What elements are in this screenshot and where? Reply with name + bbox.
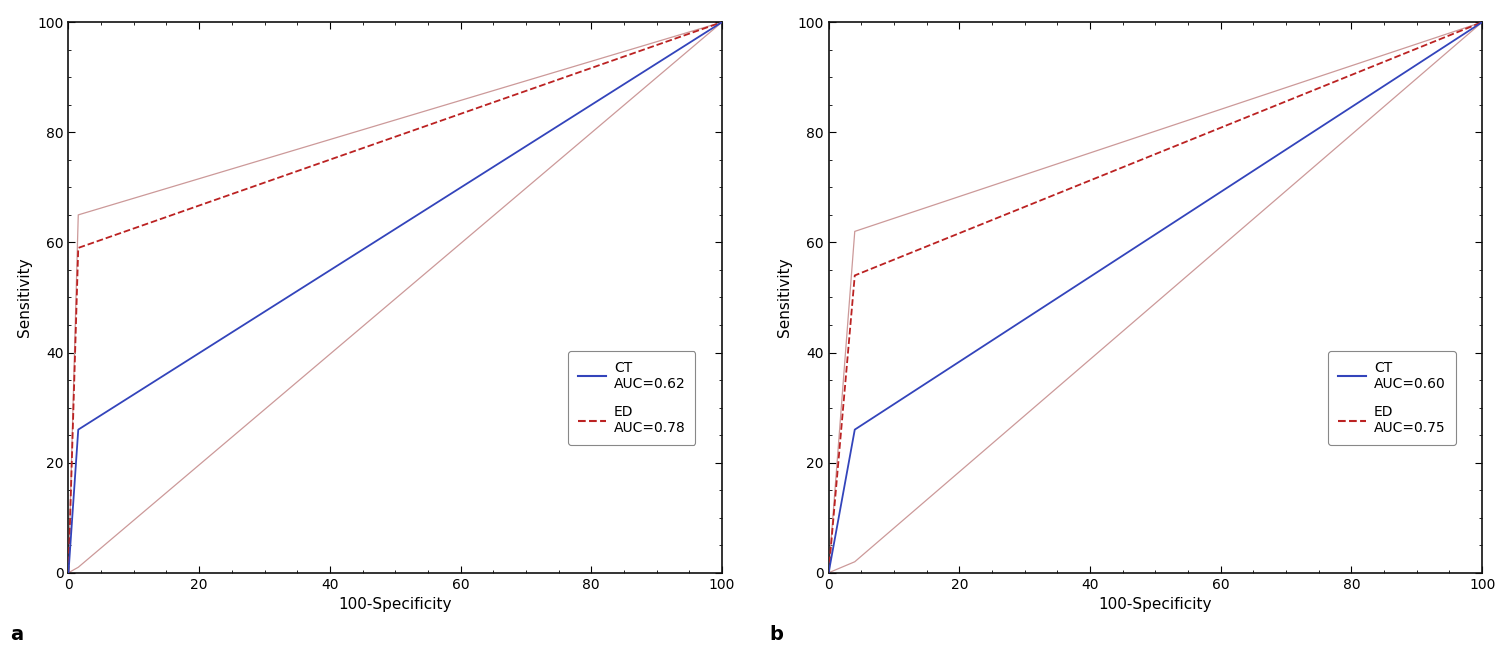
Y-axis label: Sensitivity: Sensitivity xyxy=(17,257,32,337)
Legend: CT
AUC=0.62, ED
AUC=0.78: CT AUC=0.62, ED AUC=0.78 xyxy=(569,351,696,445)
Text: b: b xyxy=(770,626,783,645)
Y-axis label: Sensitivity: Sensitivity xyxy=(777,257,792,337)
X-axis label: 100-Specificity: 100-Specificity xyxy=(1099,597,1213,612)
Text: a: a xyxy=(9,626,23,645)
Legend: CT
AUC=0.60, ED
AUC=0.75: CT AUC=0.60, ED AUC=0.75 xyxy=(1328,351,1456,445)
X-axis label: 100-Specificity: 100-Specificity xyxy=(339,597,452,612)
